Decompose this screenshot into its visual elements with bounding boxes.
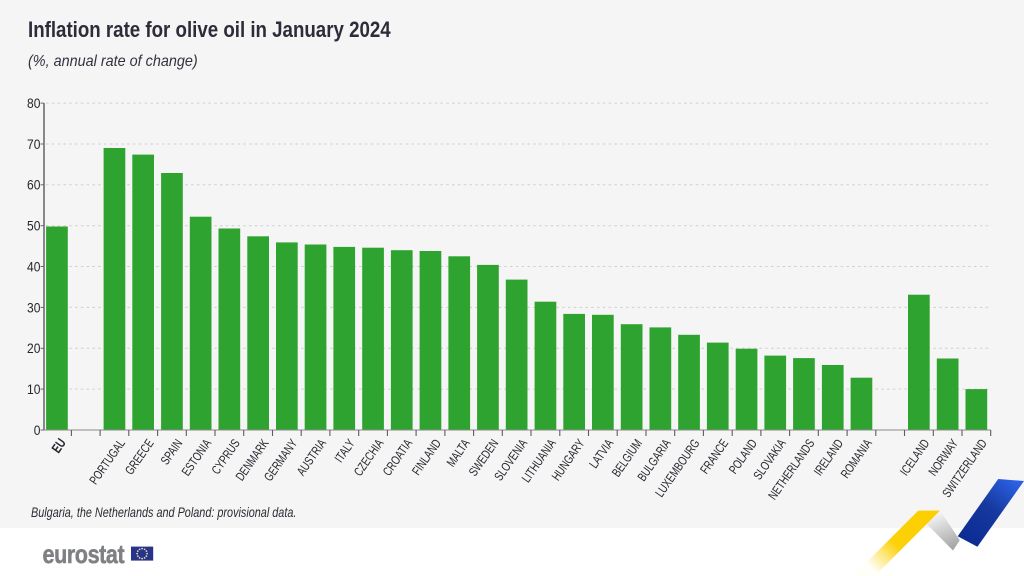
svg-text:80: 80 xyxy=(27,95,40,111)
svg-text:20: 20 xyxy=(27,340,40,356)
svg-text:0: 0 xyxy=(34,422,41,438)
svg-text:70: 70 xyxy=(27,136,40,152)
svg-text:40: 40 xyxy=(27,259,40,275)
svg-text:LATVIA: LATVIA xyxy=(587,437,617,471)
svg-text:60: 60 xyxy=(27,177,40,193)
svg-text:FRANCE: FRANCE xyxy=(698,437,731,477)
svg-text:FINLAND: FINLAND xyxy=(410,437,444,478)
svg-text:50: 50 xyxy=(27,218,40,234)
svg-text:CZECHIA: CZECHIA xyxy=(352,437,387,479)
svg-text:10: 10 xyxy=(27,381,40,397)
svg-text:PORTUGAL: PORTUGAL xyxy=(87,437,128,487)
svg-text:AUSTRIA: AUSTRIA xyxy=(295,437,330,479)
svg-text:ESTONIA: ESTONIA xyxy=(180,437,215,479)
svg-text:MALTA: MALTA xyxy=(445,437,474,470)
svg-text:SPAIN: SPAIN xyxy=(159,437,186,467)
svg-text:eurostat: eurostat xyxy=(43,540,125,569)
svg-text:EU: EU xyxy=(48,435,69,456)
svg-text:CROATIA: CROATIA xyxy=(381,437,416,479)
svg-text:30: 30 xyxy=(27,299,40,315)
svg-text:ROMANIA: ROMANIA xyxy=(839,437,876,481)
svg-text:ITALY: ITALY xyxy=(333,437,359,466)
svg-text:GREECE: GREECE xyxy=(123,437,157,477)
